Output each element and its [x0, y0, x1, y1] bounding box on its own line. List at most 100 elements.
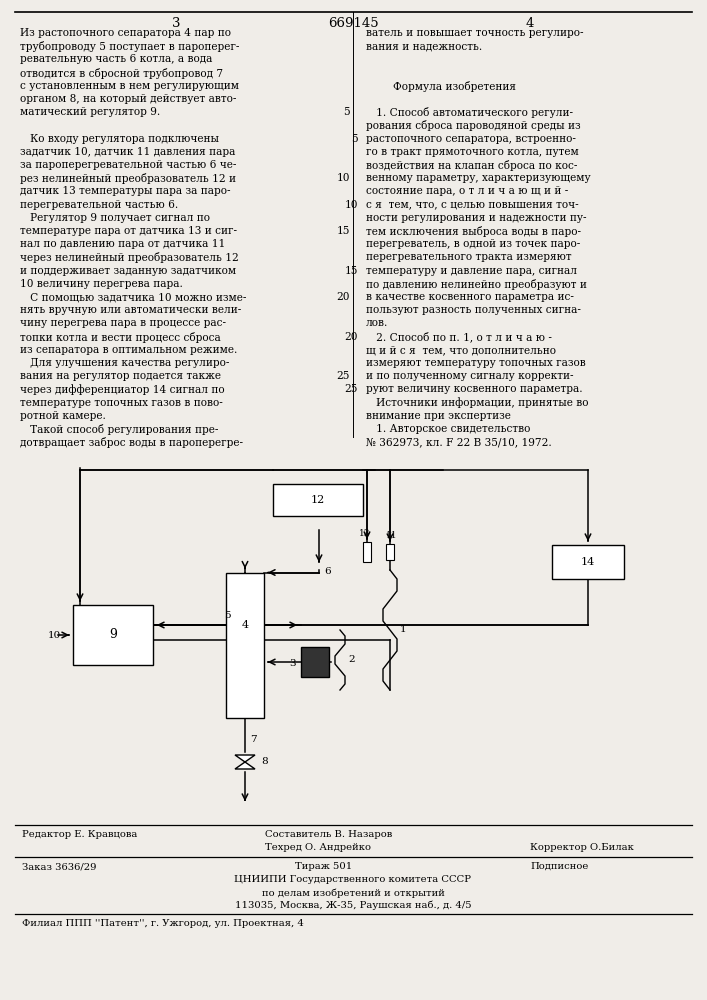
Text: Регулятор 9 получает сигнал по: Регулятор 9 получает сигнал по — [20, 213, 210, 223]
Text: Тираж 501: Тираж 501 — [295, 862, 352, 871]
Bar — [273, 484, 363, 516]
Bar — [301, 647, 329, 677]
Polygon shape — [235, 755, 255, 762]
Text: Такой способ регулирования пре-: Такой способ регулирования пре- — [20, 424, 218, 435]
Text: венному параметру, характеризующему: венному параметру, характеризующему — [366, 173, 590, 183]
Text: и по полученному сигналу корректи-: и по полученному сигналу корректи- — [366, 371, 573, 381]
Text: пользуют разность полученных сигна-: пользуют разность полученных сигна- — [366, 305, 581, 315]
Text: 10: 10 — [48, 631, 61, 640]
Text: 3: 3 — [290, 660, 296, 668]
Text: 1: 1 — [400, 626, 407, 635]
Text: лов.: лов. — [366, 318, 388, 328]
Text: вания и надежность.: вания и надежность. — [366, 41, 482, 51]
Text: Из растопочного сепаратора 4 пар по: Из растопочного сепаратора 4 пар по — [20, 28, 231, 38]
Text: Редактор Е. Кравцова: Редактор Е. Кравцова — [22, 830, 137, 839]
Text: датчик 13 температуры пара за паро-: датчик 13 температуры пара за паро- — [20, 186, 230, 196]
Text: растопочного сепаратора, встроенно-: растопочного сепаратора, встроенно- — [366, 134, 576, 144]
Text: перегревательной частью 6.: перегревательной частью 6. — [20, 200, 178, 210]
Text: 4: 4 — [526, 17, 534, 30]
Text: воздействия на клапан сброса по кос-: воздействия на клапан сброса по кос- — [366, 160, 578, 171]
Text: по давлению нелинейно преобразуют и: по давлению нелинейно преобразуют и — [366, 279, 587, 290]
Text: задатчик 10, датчик 11 давления пара: задатчик 10, датчик 11 давления пара — [20, 147, 235, 157]
Text: 2. Способ по п. 1, о т л и ч а ю -: 2. Способ по п. 1, о т л и ч а ю - — [366, 332, 552, 342]
Text: 20: 20 — [344, 332, 358, 342]
Text: 5: 5 — [223, 611, 230, 620]
Text: Составитель В. Назаров: Составитель В. Назаров — [265, 830, 392, 839]
Text: 113035, Москва, Ж-35, Раушская наб., д. 4/5: 113035, Москва, Ж-35, Раушская наб., д. … — [235, 901, 472, 910]
Text: 8: 8 — [261, 758, 268, 766]
Text: рования сброса пароводяной среды из: рования сброса пароводяной среды из — [366, 120, 580, 131]
Text: по делам изобретений и открытий: по делам изобретений и открытий — [262, 888, 445, 898]
Text: Техред О. Андрейко: Техред О. Андрейко — [265, 843, 371, 852]
Text: 13: 13 — [359, 529, 370, 538]
Text: 25: 25 — [344, 384, 358, 394]
Text: температуре топочных газов в пово-: температуре топочных газов в пово- — [20, 398, 223, 408]
Text: с я  тем, что, с целью повышения точ-: с я тем, что, с целью повышения точ- — [366, 200, 578, 210]
Text: 1. Авторское свидетельство: 1. Авторское свидетельство — [366, 424, 530, 434]
Text: ротной камере.: ротной камере. — [20, 411, 106, 421]
Text: матический регулятор 9.: матический регулятор 9. — [20, 107, 160, 117]
Text: № 362973, кл. F 22 В 35/10, 1972.: № 362973, кл. F 22 В 35/10, 1972. — [366, 437, 551, 447]
Text: щ и й с я  тем, что дополнительно: щ и й с я тем, что дополнительно — [366, 345, 556, 355]
Text: Филиал ППП ''Патент'', г. Ужгород, ул. Проектная, 4: Филиал ППП ''Патент'', г. Ужгород, ул. П… — [22, 919, 304, 928]
Text: 9: 9 — [109, 629, 117, 642]
Text: 10: 10 — [344, 200, 358, 210]
Text: перегревательного тракта измеряют: перегревательного тракта измеряют — [366, 252, 572, 262]
Text: перегреватель, в одной из точек паро-: перегреватель, в одной из точек паро- — [366, 239, 580, 249]
Text: 3: 3 — [172, 17, 180, 30]
Polygon shape — [235, 762, 255, 769]
Text: руют величину косвенного параметра.: руют величину косвенного параметра. — [366, 384, 583, 394]
Text: ЦНИИПИ Государственного комитета СССР: ЦНИИПИ Государственного комитета СССР — [235, 875, 472, 884]
Text: 15: 15 — [344, 266, 358, 276]
Text: состояние пара, о т л и ч а ю щ и й -: состояние пара, о т л и ч а ю щ и й - — [366, 186, 568, 196]
Text: 12: 12 — [311, 495, 325, 505]
Text: Формула изобретения: Формула изобретения — [366, 81, 516, 92]
Text: и поддерживает заданную задатчиком: и поддерживает заданную задатчиком — [20, 266, 236, 276]
Text: с установленным в нем регулирующим: с установленным в нем регулирующим — [20, 81, 239, 91]
Text: Подписное: Подписное — [530, 862, 588, 871]
Text: в качестве косвенного параметра ис-: в качестве косвенного параметра ис- — [366, 292, 574, 302]
Text: внимание при экспертизе: внимание при экспертизе — [366, 411, 511, 421]
Text: 6: 6 — [324, 567, 331, 576]
Text: 4: 4 — [241, 620, 249, 630]
Text: 11: 11 — [386, 531, 398, 540]
Text: из сепаратора в оптимальном режиме.: из сепаратора в оптимальном режиме. — [20, 345, 238, 355]
Bar — [73, 605, 153, 665]
Text: рез нелинейный преобразователь 12 и: рез нелинейный преобразователь 12 и — [20, 173, 236, 184]
Text: Ко входу регулятора подключены: Ко входу регулятора подключены — [20, 134, 219, 144]
Text: измеряют температуру топочных газов: измеряют температуру топочных газов — [366, 358, 586, 368]
Text: Источники информации, принятые во: Источники информации, принятые во — [366, 398, 588, 408]
Bar — [363, 542, 371, 562]
Text: Для улучшения качества регулиро-: Для улучшения качества регулиро- — [20, 358, 229, 368]
Text: 20: 20 — [337, 292, 350, 302]
Text: 14: 14 — [581, 557, 595, 567]
Text: ревательную часть 6 котла, а вода: ревательную часть 6 котла, а вода — [20, 54, 212, 64]
Text: С помощью задатчика 10 можно изме-: С помощью задатчика 10 можно изме- — [20, 292, 246, 302]
Text: Заказ 3636/29: Заказ 3636/29 — [22, 862, 96, 871]
Text: 15: 15 — [337, 226, 350, 236]
Text: 10: 10 — [337, 173, 350, 183]
Text: нал по давлению пара от датчика 11: нал по давлению пара от датчика 11 — [20, 239, 226, 249]
Text: чину перегрева пара в процессе рас-: чину перегрева пара в процессе рас- — [20, 318, 226, 328]
Text: ватель и повышает точность регулиро-: ватель и повышает точность регулиро- — [366, 28, 583, 38]
Text: Корректор О.Билак: Корректор О.Билак — [530, 843, 634, 852]
Text: топки котла и вести процесс сброса: топки котла и вести процесс сброса — [20, 332, 221, 343]
Text: ности регулирования и надежности пу-: ности регулирования и надежности пу- — [366, 213, 587, 223]
Text: 5: 5 — [344, 107, 350, 117]
Text: через дифференциатор 14 сигнал по: через дифференциатор 14 сигнал по — [20, 384, 225, 395]
Text: 5: 5 — [351, 134, 358, 144]
Text: температуру и давление пара, сигнал: температуру и давление пара, сигнал — [366, 266, 577, 276]
Text: органом 8, на который действует авто-: органом 8, на который действует авто- — [20, 94, 236, 104]
Text: через нелинейный преобразователь 12: через нелинейный преобразователь 12 — [20, 252, 239, 263]
Text: нять вручную или автоматически вели-: нять вручную или автоматически вели- — [20, 305, 241, 315]
Text: 1. Способ автоматического регули-: 1. Способ автоматического регули- — [366, 107, 573, 118]
Text: 25: 25 — [337, 371, 350, 381]
Text: вания на регулятор подается также: вания на регулятор подается также — [20, 371, 221, 381]
Text: трубопроводу 5 поступает в пароперег-: трубопроводу 5 поступает в пароперег- — [20, 41, 240, 52]
Bar — [226, 572, 264, 718]
Text: отводится в сбросной трубопровод 7: отводится в сбросной трубопровод 7 — [20, 68, 223, 79]
Text: температуре пара от датчика 13 и сиг-: температуре пара от датчика 13 и сиг- — [20, 226, 237, 236]
Bar — [552, 545, 624, 579]
Text: го в тракт прямоточного котла, путем: го в тракт прямоточного котла, путем — [366, 147, 579, 157]
Text: тем исключения выброса воды в паро-: тем исключения выброса воды в паро- — [366, 226, 581, 237]
